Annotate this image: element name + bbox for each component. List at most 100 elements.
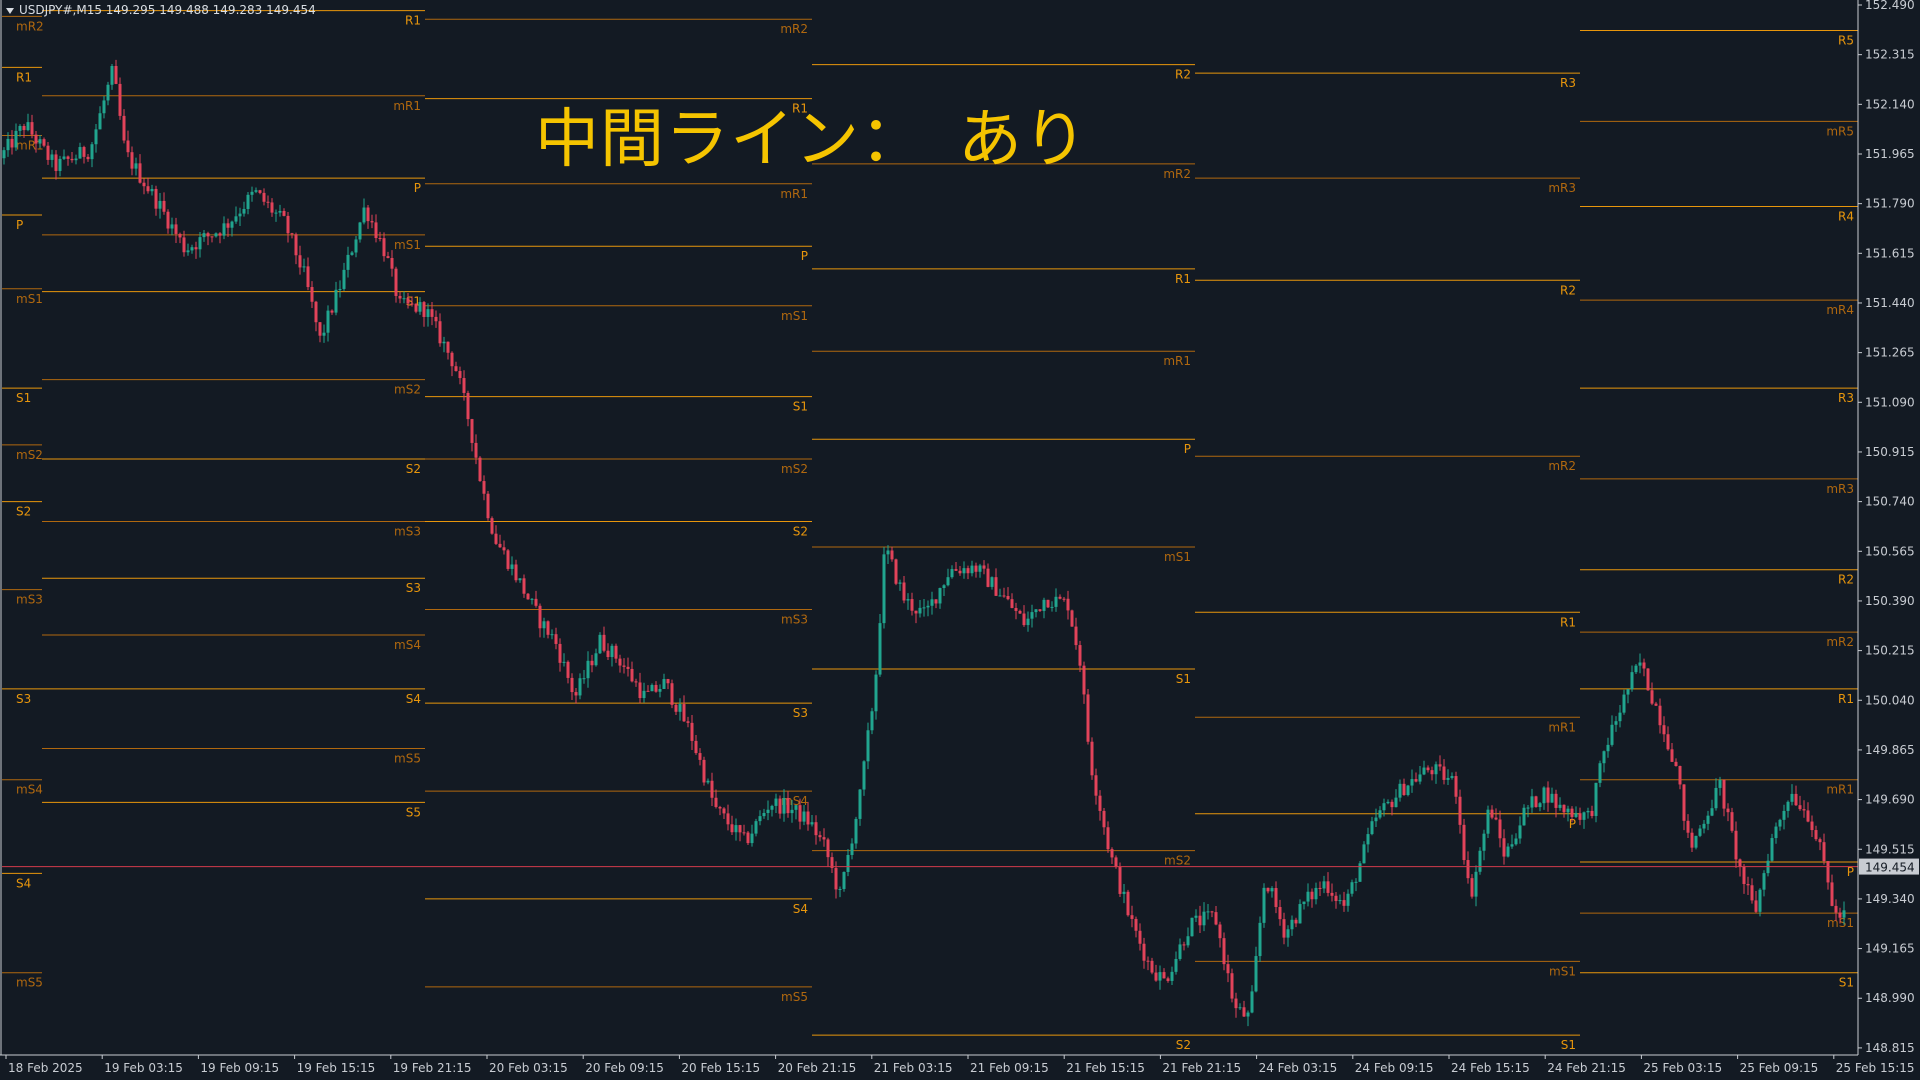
time-tick-label: 19 Feb 15:15 <box>297 1061 376 1075</box>
bull-candle <box>1322 881 1326 889</box>
pivot-label-ms2: mS2 <box>1164 854 1191 868</box>
bear-candle <box>1798 805 1802 810</box>
bear-candle <box>1102 810 1106 828</box>
bull-candle <box>542 621 546 629</box>
bull-candle <box>150 188 154 192</box>
bear-candle <box>742 832 746 834</box>
bear-candle <box>502 547 506 551</box>
bear-candle <box>294 234 298 256</box>
bear-candle <box>126 140 130 153</box>
bear-candle <box>410 303 414 305</box>
bear-candle <box>558 643 562 663</box>
bear-candle <box>130 152 134 169</box>
bear-candle <box>438 321 442 344</box>
pivot-label-s1: S1 <box>1839 976 1854 990</box>
bear-candle <box>986 568 990 587</box>
bear-candle <box>666 679 670 684</box>
midline-setting-overlay: 中間ライン： あり <box>535 103 1088 177</box>
bull-candle <box>350 252 354 255</box>
bear-candle <box>494 533 498 544</box>
bull-candle <box>926 605 930 608</box>
bear-candle <box>1310 891 1314 900</box>
bull-candle <box>886 550 890 555</box>
bull-candle <box>1186 936 1190 946</box>
bull-candle <box>774 798 778 806</box>
bull-candle <box>38 139 42 144</box>
pivot-label-ms1: mS1 <box>1827 916 1854 930</box>
bear-candle <box>822 837 826 840</box>
bear-candle <box>1554 793 1558 808</box>
bull-candle <box>1706 815 1710 824</box>
bull-candle <box>1262 887 1266 923</box>
bear-candle <box>670 683 674 705</box>
bull-candle <box>802 811 806 822</box>
bull-candle <box>562 661 566 663</box>
bear-candle <box>1110 849 1114 858</box>
bull-candle <box>198 237 202 250</box>
bull-candle <box>1486 809 1490 834</box>
pivot-label-ms3: mS3 <box>781 612 808 626</box>
bear-candle <box>1794 793 1798 806</box>
bull-candle <box>1302 901 1306 905</box>
bull-candle <box>1358 863 1362 882</box>
bull-candle <box>1206 911 1210 913</box>
bear-candle <box>1438 764 1442 767</box>
bull-candle <box>1614 721 1618 725</box>
bear-candle <box>1074 626 1078 646</box>
bull-candle <box>134 163 138 169</box>
time-tick-label: 20 Feb 03:15 <box>489 1061 568 1075</box>
bull-candle <box>58 158 62 171</box>
bull-candle <box>1718 779 1722 788</box>
bear-candle <box>1578 813 1582 820</box>
pivot-label-mr4: mR4 <box>1826 303 1854 317</box>
bull-candle <box>1602 751 1606 764</box>
pivot-label-ms1: mS1 <box>394 238 421 252</box>
bull-candle <box>922 607 926 609</box>
bear-candle <box>206 233 210 237</box>
bull-candle <box>790 809 794 814</box>
bull-candle <box>110 65 114 85</box>
pivot-label-r2: R2 <box>1560 283 1576 297</box>
bear-candle <box>1662 725 1666 735</box>
bull-candle <box>594 653 598 666</box>
bear-candle <box>614 645 618 659</box>
bull-candle <box>854 818 858 844</box>
bull-candle <box>1398 783 1402 798</box>
bull-candle <box>998 595 1002 597</box>
bull-candle <box>750 833 754 844</box>
bear-candle <box>1274 888 1278 908</box>
pivot-label-ms2: mS2 <box>16 448 43 462</box>
bull-candle <box>858 789 862 819</box>
bull-candle <box>1526 807 1530 809</box>
candles-layer <box>2 59 1846 1027</box>
symbol-info-bar[interactable]: USDJPY#,M15 149.295 149.488 149.283 149.… <box>6 3 316 17</box>
bear-candle <box>1334 895 1338 902</box>
bear-candle <box>478 457 482 482</box>
bull-candle <box>1714 787 1718 809</box>
bear-candle <box>602 634 606 651</box>
bear-candle <box>818 835 822 838</box>
bull-candle <box>882 554 886 624</box>
bear-candle <box>1682 784 1686 821</box>
bull-candle <box>1694 835 1698 848</box>
dropdown-triangle-icon[interactable] <box>6 7 14 14</box>
pivot-label-p: P <box>414 181 421 195</box>
price-tick-label: 150.915 <box>1865 445 1915 459</box>
bear-candle <box>1326 881 1330 893</box>
bear-candle <box>1090 741 1094 776</box>
bull-candle <box>1346 893 1350 906</box>
bear-candle <box>618 658 622 666</box>
bear-candle <box>46 145 50 160</box>
bear-candle <box>1414 779 1418 782</box>
bear-candle <box>1342 900 1346 906</box>
bull-candle <box>794 805 798 810</box>
bull-candle <box>1842 910 1846 918</box>
bull-candle <box>782 798 786 814</box>
bear-candle <box>1690 832 1694 848</box>
bull-candle <box>1042 599 1046 611</box>
bull-candle <box>18 125 22 131</box>
pivot-label-r4: R4 <box>1838 209 1854 223</box>
